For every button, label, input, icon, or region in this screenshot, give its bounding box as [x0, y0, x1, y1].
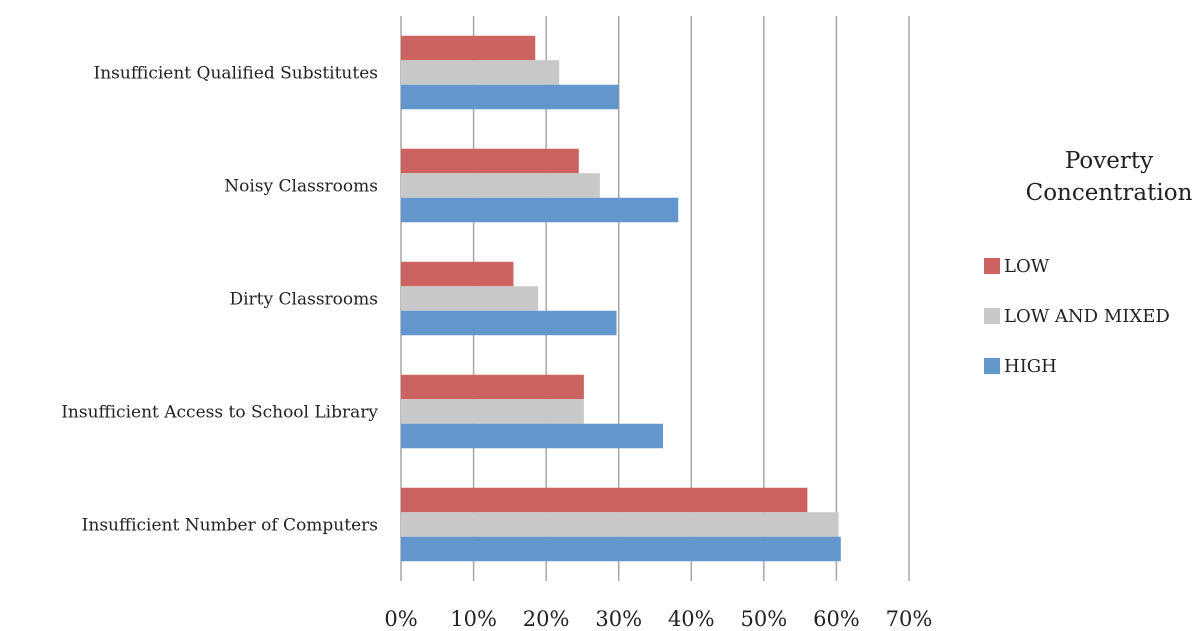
category-label: Dirty Classrooms: [229, 290, 378, 310]
legend-swatch-high: [984, 358, 1000, 374]
category-label: Insufficient Qualified Substitutes: [93, 64, 378, 84]
legend-item-low: LOW: [984, 241, 1202, 291]
bar-low-and-mixed: [401, 173, 600, 198]
category-label: Insufficient Access to School Library: [61, 403, 378, 423]
bar-low: [401, 35, 536, 61]
bar-high: [401, 536, 841, 562]
bar-low: [401, 261, 514, 287]
legend-title-line: Concentration: [1025, 180, 1193, 206]
legend-item-high: HIGH: [984, 341, 1202, 391]
legend-item-low-and-mixed: LOW AND MIXED: [984, 291, 1202, 341]
category-label: Insufficient Number of Computers: [82, 516, 378, 536]
bar-low: [401, 487, 808, 513]
legend-label-low-and-mixed: LOW AND MIXED: [1004, 305, 1170, 327]
legend-swatch-low-and-mixed: [984, 308, 1000, 324]
legend-items: LOW LOW AND MIXED HIGH: [984, 241, 1202, 391]
bar-low: [401, 374, 584, 400]
legend-swatch-low: [984, 258, 1000, 274]
x-tick-label: 40%: [668, 607, 715, 631]
x-tick-label: 0%: [384, 607, 417, 631]
bar-high: [401, 84, 619, 110]
bar-low-and-mixed: [401, 60, 560, 85]
x-tick-label: 50%: [741, 607, 788, 631]
category-label: Noisy Classrooms: [224, 177, 378, 197]
legend-title-line: Poverty: [1064, 148, 1154, 174]
legend: Poverty Concentration LOW LOW AND MIXED …: [984, 145, 1202, 391]
bar-low: [401, 148, 579, 174]
x-tick-label: 30%: [595, 607, 642, 631]
bar-low-and-mixed: [401, 512, 839, 537]
x-tick-label: 70%: [886, 607, 933, 631]
bar-high: [401, 423, 663, 449]
legend-label-high: HIGH: [1004, 355, 1057, 377]
bar-low-and-mixed: [401, 399, 584, 424]
legend-label-low: LOW: [1004, 255, 1050, 277]
bar-high: [401, 310, 617, 336]
x-tick-label: 60%: [813, 607, 860, 631]
x-tick-label: 20%: [523, 607, 570, 631]
legend-title: Poverty Concentration: [1014, 145, 1202, 209]
bar-high: [401, 197, 679, 223]
x-tick-label: 10%: [450, 607, 497, 631]
bar-low-and-mixed: [401, 286, 539, 311]
